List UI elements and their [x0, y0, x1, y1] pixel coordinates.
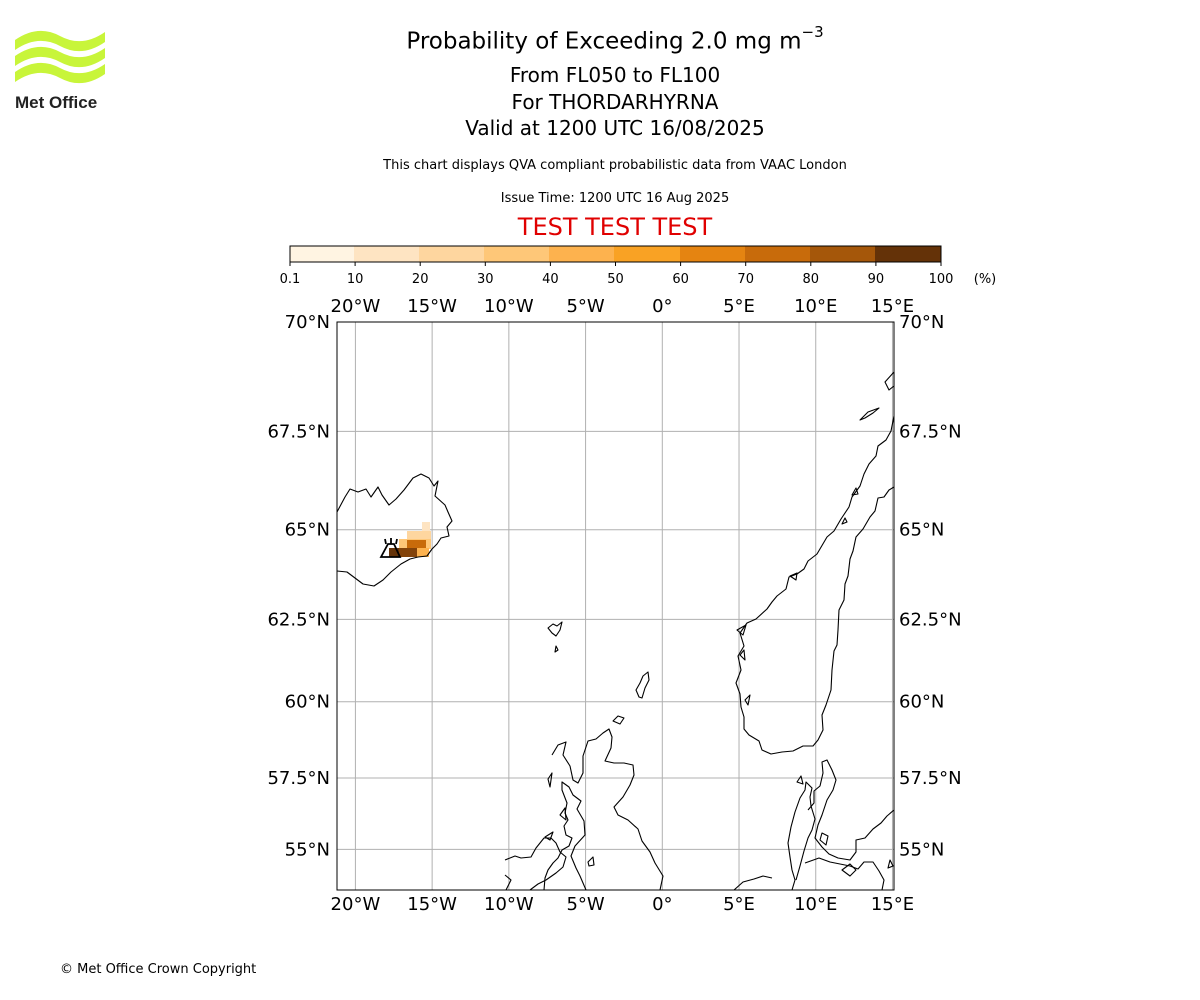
lon-label-bottom: 10°W — [484, 894, 534, 915]
lon-label-bottom: 5°W — [566, 894, 604, 915]
prob-cell — [389, 548, 399, 557]
coast-scotland — [551, 728, 664, 891]
lon-label-top: 15°E — [871, 296, 914, 317]
disclaimer-text: This chart displays QVA compliant probab… — [383, 158, 847, 173]
ash-probability-field — [389, 522, 431, 557]
colorbar-cell — [549, 246, 614, 262]
coast-norway — [735, 415, 895, 755]
coast-faroe — [547, 621, 563, 653]
lat-label-left: 70°N — [285, 312, 330, 333]
lon-label-top: 5°W — [566, 296, 604, 317]
coast-germany — [733, 857, 885, 891]
lat-label-right: 67.5°N — [899, 421, 962, 442]
axis-labels: 20°W 20°W 15°W 15°W 10°W 10°W 5°W 5°W 0° 0° 5°E 5°E… — [267, 296, 961, 915]
colorbar-tick-label: 60 — [672, 272, 689, 287]
coast-shetland — [635, 671, 650, 699]
lon-label-bottom: 15°E — [871, 894, 914, 915]
coast-sweden — [807, 759, 895, 861]
lon-label-bottom: 0° — [652, 894, 672, 915]
prob-cell — [422, 522, 430, 532]
coast-isle-of-man — [587, 856, 595, 867]
valid-time-subtitle: Valid at 1200 UTC 16/08/2025 — [465, 116, 765, 140]
coast-orkney — [612, 715, 625, 725]
colorbar-tick-label: 30 — [477, 272, 494, 287]
coast-norway-islands — [841, 371, 895, 525]
lon-label-bottom: 5°E — [723, 894, 755, 915]
lat-label-left: 55°N — [285, 839, 330, 860]
colorbar-cell — [419, 246, 484, 262]
flight-level-subtitle: From FL050 to FL100 — [509, 63, 721, 87]
coast-norway-coast-islands — [736, 572, 798, 706]
logo-wave-icon — [15, 30, 105, 84]
coast-scotland-west — [543, 781, 587, 891]
chart-title: Probability of Exceeding 2.0 mg m−3 — [406, 23, 824, 55]
prob-cell — [416, 548, 429, 557]
prob-cell — [389, 548, 417, 557]
test-banner: TEST TEST TEST — [517, 213, 713, 241]
logo-text: Met Office — [15, 93, 97, 112]
lat-label-left: 57.5°N — [267, 768, 330, 789]
lat-label-right: 55°N — [899, 839, 944, 860]
lon-label-top: 10°E — [794, 296, 837, 317]
lat-label-right: 60°N — [899, 692, 944, 713]
lon-label-top: 5°E — [723, 296, 755, 317]
colorbar-tick-label: 80 — [803, 272, 820, 287]
colorbar-cell — [745, 246, 810, 262]
colorbar-tick-label: 90 — [868, 272, 885, 287]
lat-label-left: 62.5°N — [267, 609, 330, 630]
volcano-subtitle: For THORDARHYRNA — [511, 90, 719, 114]
lon-label-top: 20°W — [331, 296, 381, 317]
probability-colorbar: 0.1 10 20 30 40 50 60 70 80 90 100 (%) — [280, 245, 997, 287]
colorbar-cell — [875, 246, 941, 262]
lat-label-left: 60°N — [285, 692, 330, 713]
coast-denmark — [787, 775, 857, 891]
colorbar-tick-label: 20 — [412, 272, 429, 287]
lat-label-right: 57.5°N — [899, 768, 962, 789]
copyright-notice: © Met Office Crown Copyright — [60, 962, 257, 977]
lat-label-right: 70°N — [899, 312, 944, 333]
colorbar-cell — [810, 246, 875, 262]
coast-bornholm — [887, 859, 894, 869]
coast-ireland — [504, 837, 567, 891]
colorbar-tick-label: 40 — [542, 272, 559, 287]
lon-label-top: 10°W — [484, 296, 534, 317]
colorbar-cell — [614, 246, 680, 262]
map-frame — [336, 321, 895, 891]
lon-label-top: 15°W — [407, 296, 457, 317]
colorbar-cell — [484, 246, 549, 262]
coast-hebrides — [544, 772, 567, 841]
colorbar-unit: (%) — [974, 272, 997, 287]
volcano-symbol — [379, 538, 402, 558]
colorbar-tick-label: 100 — [929, 272, 954, 287]
colorbar-cell — [680, 246, 745, 262]
lon-label-top: 0° — [652, 296, 672, 317]
colorbar-tick-label: 70 — [737, 272, 754, 287]
lat-label-left: 67.5°N — [267, 421, 330, 442]
lat-label-left: 65°N — [285, 520, 330, 541]
lon-label-bottom: 15°W — [407, 894, 457, 915]
colorbar-tick-label: 50 — [607, 272, 624, 287]
lon-label-bottom: 10°E — [794, 894, 837, 915]
prob-cell — [407, 531, 431, 540]
colorbar-cell — [290, 246, 354, 262]
coastlines — [336, 371, 895, 891]
colorbar-cell — [354, 246, 419, 262]
issue-time: Issue Time: 1200 UTC 16 Aug 2025 — [500, 191, 730, 206]
colorbar-tick-label: 0.1 — [280, 272, 301, 287]
lat-label-right: 65°N — [899, 520, 944, 541]
prob-cell — [407, 540, 426, 548]
lon-label-bottom: 20°W — [331, 894, 381, 915]
coast-iceland — [336, 473, 453, 587]
met-office-logo: Met Office — [15, 30, 105, 112]
colorbar-tick-label: 10 — [347, 272, 364, 287]
lat-label-right: 62.5°N — [899, 609, 962, 630]
